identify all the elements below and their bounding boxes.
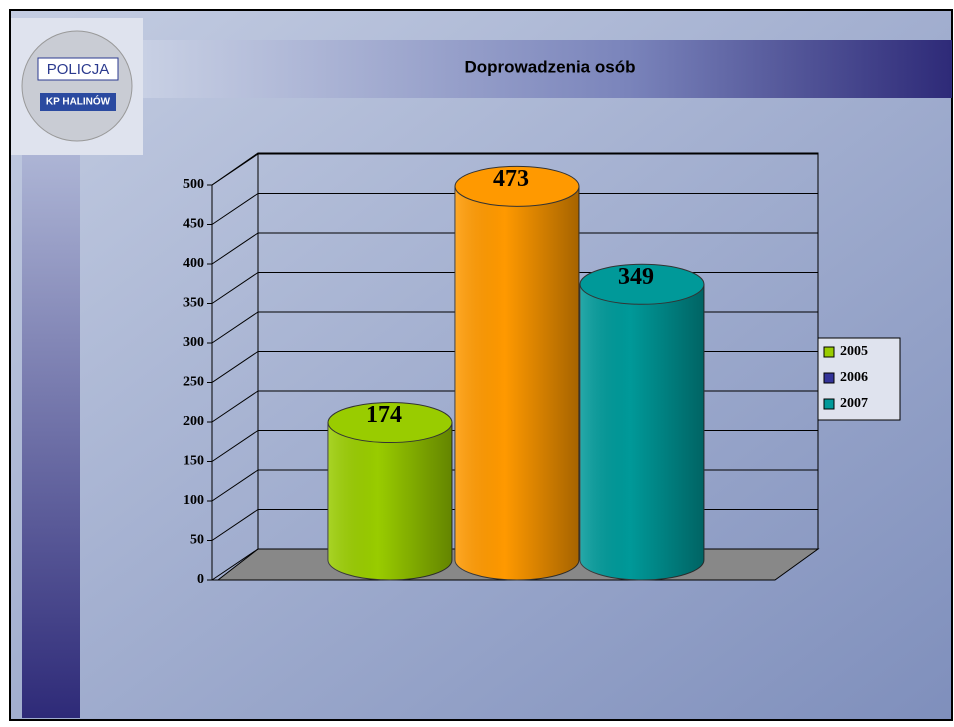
y-tick-label: 350 <box>183 296 204 311</box>
legend-label: 2007 <box>840 396 868 411</box>
y-tick-label: 450 <box>183 217 204 232</box>
y-tick-label: 0 <box>197 572 204 587</box>
chart-title: Doprowadzenia osób <box>465 57 636 76</box>
slide: POLICJA KP HALINÓW Doprowadzenia osób 0 5… <box>0 0 954 722</box>
y-tick-label: 150 <box>183 454 204 469</box>
value-label: 349 <box>618 264 654 290</box>
bar-shade <box>580 284 704 580</box>
legend-label: 2006 <box>840 370 868 385</box>
legend-swatch <box>824 399 834 409</box>
logo-text: POLICJA <box>47 61 110 78</box>
bar-shade <box>328 423 452 580</box>
bar-shade <box>455 186 579 580</box>
y-tick-label: 250 <box>183 375 204 390</box>
value-label: 174 <box>366 402 402 428</box>
value-label: 473 <box>493 166 529 192</box>
y-tick-label: 100 <box>183 493 204 508</box>
y-tick-label: 200 <box>183 414 204 429</box>
legend-label: 2005 <box>840 344 868 359</box>
logo-badge <box>22 31 132 141</box>
legend-swatch <box>824 373 834 383</box>
y-tick-label: 50 <box>190 533 204 548</box>
y-tick-label: 400 <box>183 256 204 271</box>
side-bar <box>22 150 80 718</box>
y-tick-label: 300 <box>183 335 204 350</box>
y-tick-label: 500 <box>183 177 204 192</box>
legend-swatch <box>824 347 834 357</box>
logo-text: KP HALINÓW <box>46 95 111 108</box>
